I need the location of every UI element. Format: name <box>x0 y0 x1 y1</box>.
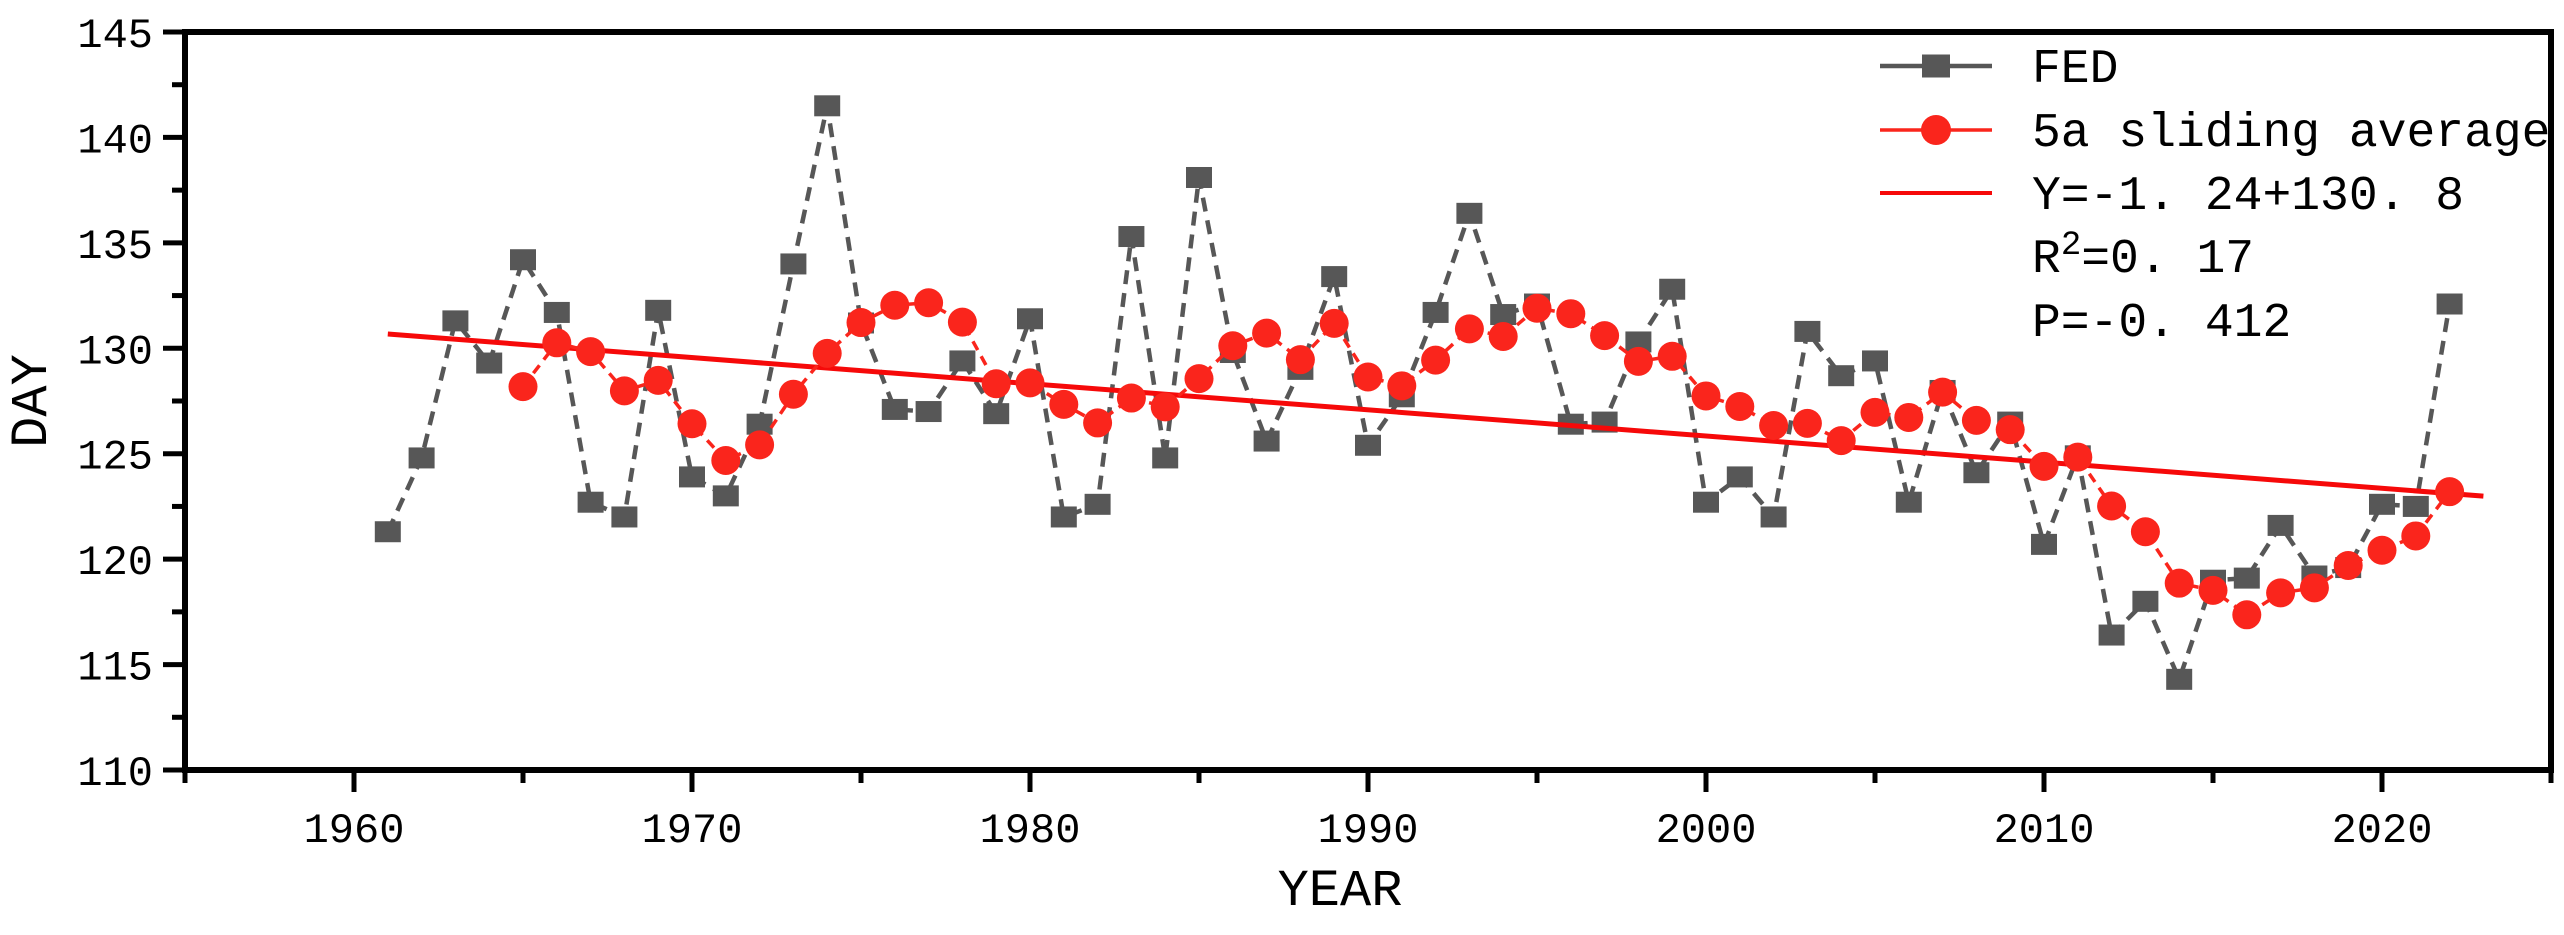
y-axis-title: DAY <box>3 354 62 448</box>
x-tick-label: 2010 <box>1994 807 2095 855</box>
legend: FED 5a sliding average Y=-1. 24+130. 8R2=0… <box>1880 43 2550 351</box>
y-tick-label: 120 <box>77 539 153 587</box>
legend-label: FED <box>2032 43 2118 97</box>
y-tick-label: 135 <box>77 223 153 271</box>
y-tick-label: 115 <box>77 645 153 693</box>
tick-labels: 110 115 120 125 130 135 140 145 1960 1970 1980 1990… <box>77 12 2432 855</box>
x-tick-label: 2020 <box>2332 807 2433 855</box>
legend-label: Y=-1. 24+130. 8 <box>2032 170 2464 224</box>
y-tick-label: 130 <box>77 328 153 376</box>
legend-label: P=-0. 412 <box>2032 297 2291 351</box>
x-tick-label: 1990 <box>1318 807 1419 855</box>
x-tick-label: 1970 <box>642 807 743 855</box>
x-tick-label: 2000 <box>1656 807 1757 855</box>
series-sliding-average <box>508 288 2465 630</box>
x-axis-title: YEAR <box>1278 862 1403 921</box>
trend-line <box>387 331 2484 499</box>
y-tick-label: 110 <box>77 750 153 798</box>
legend-label: R2=0. 17 <box>2032 227 2254 287</box>
axis-ticks <box>163 29 2554 792</box>
x-tick-label: 1980 <box>980 807 1081 855</box>
y-tick-label: 140 <box>77 117 153 165</box>
y-tick-label: 145 <box>77 12 153 60</box>
x-tick-label: 1960 <box>304 807 405 855</box>
legend-label: 5a sliding average <box>2032 107 2550 161</box>
y-tick-label: 125 <box>77 434 153 482</box>
